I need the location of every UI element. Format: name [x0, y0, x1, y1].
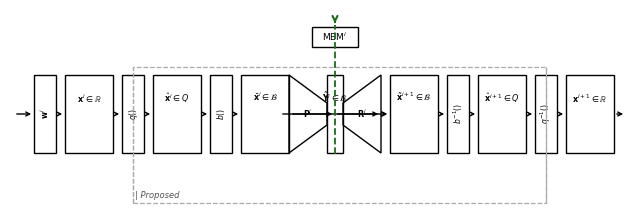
Text: $\hat{\mathbf{x}}^i \in Q$: $\hat{\mathbf{x}}^i \in Q$ [164, 92, 189, 105]
Bar [312, 27, 358, 47]
Text: $b^{-1}()$: $b^{-1}()$ [451, 103, 465, 124]
Text: $\hat{\mathbf{x}}^{i+1} \in Q$: $\hat{\mathbf{x}}^{i+1} \in Q$ [484, 92, 520, 105]
Text: $\mathbf{P}^i$: $\mathbf{P}^i$ [303, 108, 313, 120]
Bar [566, 75, 614, 153]
Text: $\mathbf{x}^i \in \mathbb{R}$: $\mathbf{x}^i \in \mathbb{R}$ [77, 92, 101, 105]
Bar [327, 75, 343, 153]
Text: $\tilde{\mathbf{Y}}^i \in \mathcal{B}$: $\tilde{\mathbf{Y}}^i \in \mathcal{B}$ [323, 90, 348, 104]
Text: | Proposed: | Proposed [135, 191, 179, 200]
Text: $\mathrm{MEM}^i$: $\mathrm{MEM}^i$ [323, 31, 348, 43]
Bar [447, 75, 469, 153]
Bar [65, 75, 113, 153]
Bar [122, 75, 144, 153]
Text: $\bar{\mathbf{x}}^i \in \mathcal{B}$: $\bar{\mathbf{x}}^i \in \mathcal{B}$ [253, 91, 277, 103]
Bar [478, 75, 526, 153]
Bar [390, 75, 438, 153]
Bar [153, 75, 201, 153]
Bar [133, 67, 546, 203]
Bar [535, 75, 557, 153]
Text: $\tilde{\mathbf{x}}^{i+1} \in \mathcal{B}$: $\tilde{\mathbf{x}}^{i+1} \in \mathcal{B… [396, 91, 431, 103]
Text: $\mathbf{R}^i$: $\mathbf{R}^i$ [357, 108, 367, 120]
Text: $q^{-1}()$: $q^{-1}()$ [539, 104, 553, 124]
Bar [241, 75, 289, 153]
Text: $\mathbf{x}^{i+1} \in \mathbb{R}$: $\mathbf{x}^{i+1} \in \mathbb{R}$ [572, 92, 607, 105]
Text: $q()$: $q()$ [127, 108, 140, 120]
Text: $\mathbf{w}^i$: $\mathbf{w}^i$ [39, 109, 51, 119]
Text: $b()$: $b()$ [215, 108, 227, 120]
Bar [34, 75, 56, 153]
Bar [210, 75, 232, 153]
